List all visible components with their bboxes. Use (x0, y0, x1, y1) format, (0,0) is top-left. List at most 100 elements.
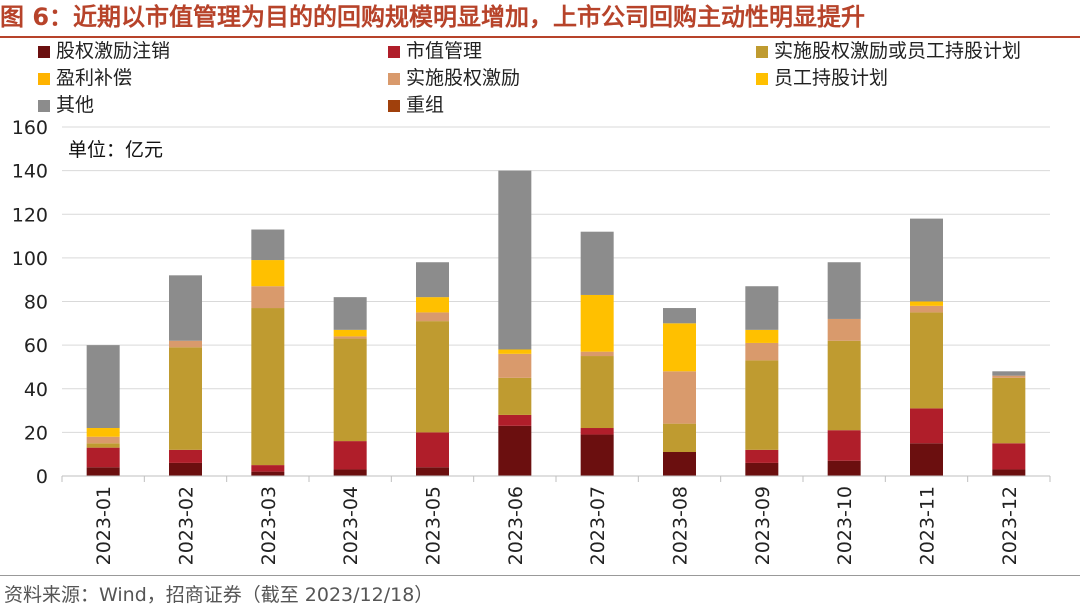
bar-segment (580, 428, 614, 435)
bar-segment (580, 434, 614, 476)
bar-segment (333, 338, 367, 442)
legend-swatch (756, 73, 768, 85)
bar-segment (169, 462, 202, 476)
x-tick-label: 2023-01 (93, 486, 115, 565)
bar-segment (827, 430, 861, 461)
bar-segment (992, 375, 1026, 378)
y-tick-label: 160 (12, 117, 48, 139)
y-tick-label: 80 (24, 292, 48, 314)
bar-segment (992, 469, 1026, 476)
bar-segment (992, 443, 1026, 470)
legend-swatch (38, 46, 50, 58)
bar-segment (498, 425, 532, 476)
x-tick-label: 2023-09 (752, 486, 774, 565)
y-tick-label: 0 (36, 466, 48, 488)
bar-segment (910, 218, 943, 302)
y-axis: 0 20 40 60 80 100 120 140 160 (12, 117, 48, 488)
legend-item: 实施股权激励 (388, 65, 520, 91)
bar-segment (663, 423, 696, 453)
bar-segment (663, 371, 696, 424)
x-tick-label: 2023-11 (917, 486, 939, 565)
bar-segment (910, 305, 943, 313)
bar-segment (333, 297, 367, 330)
bar-segment (86, 467, 120, 476)
bar-segment (580, 231, 614, 295)
bar-segment (251, 471, 285, 476)
bar-segment (498, 377, 532, 415)
y-tick-label: 100 (12, 248, 48, 270)
bar-segment (169, 340, 202, 348)
bar-segment (251, 308, 285, 466)
bar-segment (580, 294, 614, 352)
bar-segment (251, 229, 285, 261)
bar-segment (745, 286, 779, 330)
y-tick-label: 60 (24, 335, 48, 357)
bar-segment (333, 441, 367, 470)
bar-segment (992, 377, 1026, 444)
bar-segment (416, 321, 449, 433)
y-tick-label: 20 (24, 422, 48, 444)
legend-label: 重组 (406, 94, 445, 116)
bar-segment (416, 432, 449, 468)
legend-item: 市值管理 (388, 38, 482, 64)
x-tick-label: 2023-04 (340, 486, 362, 565)
legend-swatch (388, 100, 400, 112)
bar-segment (86, 436, 120, 444)
bar-segment (580, 351, 614, 357)
legend-swatch (38, 100, 50, 112)
bar-segment (498, 414, 532, 426)
bar-segment (251, 465, 285, 472)
y-tick-label: 140 (12, 161, 48, 183)
x-tick-label: 2023-08 (670, 486, 692, 565)
bar-segment (498, 349, 532, 354)
bar-segment (745, 449, 779, 463)
bar-segment (745, 342, 779, 361)
bar-segment (333, 469, 367, 476)
x-axis: 2023-01 2023-02 2023-03 2023-04 2023-05 2023-… (61, 475, 1051, 565)
legend-item: 股权激励注销 (38, 38, 170, 64)
bar-segment (745, 329, 779, 343)
bar-segment (416, 467, 449, 476)
bar-segment (416, 262, 449, 298)
bar-segment (827, 340, 861, 431)
bar-segment (86, 345, 120, 429)
chart-legend: 股权激励注销 市值管理 实施股权激励或员工持股计划盈利补偿 实施股权激励 员工持股计划其… (38, 38, 1078, 118)
x-tick-label: 2023-07 (587, 486, 609, 565)
bar-segment (86, 443, 120, 448)
legend-swatch (388, 46, 400, 58)
x-tick-label: 2023-03 (258, 486, 280, 565)
legend-label: 员工持股计划 (774, 67, 889, 89)
bar-segment (169, 449, 202, 463)
legend-item: 盈利补偿 (38, 65, 132, 91)
legend-swatch (756, 46, 768, 58)
bar-segment (827, 318, 861, 341)
bar-segment (910, 408, 943, 444)
bar-segment (251, 260, 285, 287)
bar-segment (745, 360, 779, 450)
legend-label: 股权激励注销 (56, 40, 171, 62)
bar-segment (827, 460, 861, 476)
legend-item: 实施股权激励或员工持股计划 (756, 38, 1021, 64)
legend-item: 员工持股计划 (756, 65, 888, 91)
bar-stacks (86, 170, 1026, 476)
x-tick-label: 2023-06 (505, 486, 527, 565)
bar-segment (169, 275, 202, 341)
gridlines (62, 126, 1050, 433)
bar-segment (992, 371, 1026, 376)
bar-segment (86, 428, 120, 437)
legend-label: 其他 (56, 94, 95, 116)
bar-segment (333, 329, 367, 337)
y-tick-label: 120 (12, 204, 48, 226)
bar-segment (169, 347, 202, 450)
title-divider (0, 36, 1080, 38)
legend-label: 盈利补偿 (56, 67, 133, 89)
figure-title: 图 6：近期以市值管理为目的的回购规模明显增加，上市公司回购主动性明显提升 (0, 3, 866, 31)
bar-segment (416, 297, 449, 313)
bar-segment (910, 312, 943, 409)
x-tick-label: 2023-05 (423, 486, 445, 565)
bar-segment (827, 262, 861, 319)
bar-segment (745, 462, 779, 476)
footer-divider (0, 575, 1080, 576)
legend-item: 其他 (38, 92, 94, 118)
